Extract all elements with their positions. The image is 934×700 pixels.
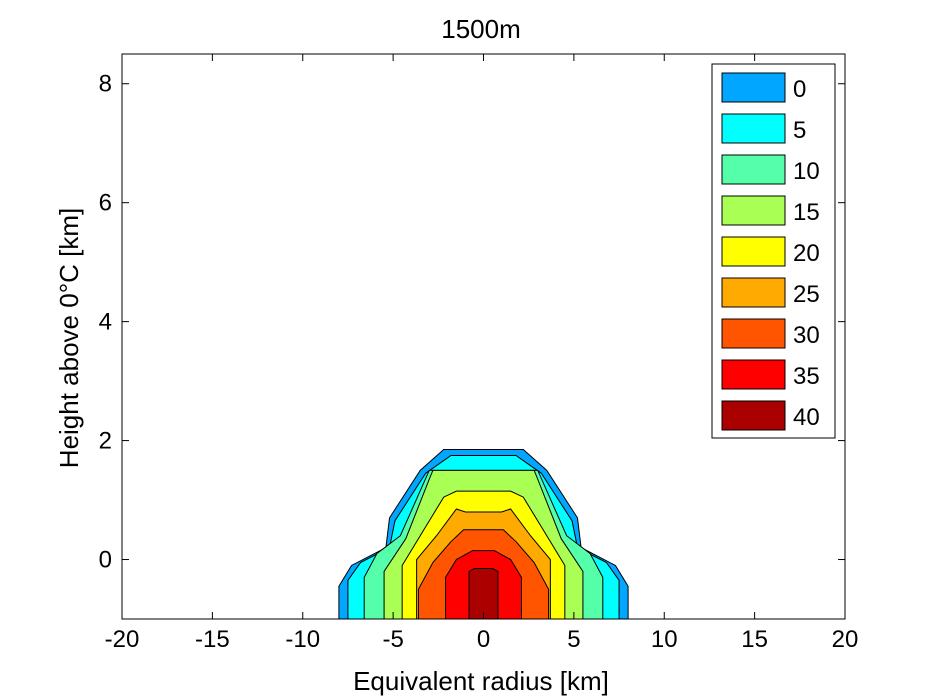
y-axis-label: Height above 0°C [km]: [54, 208, 84, 468]
legend-swatch-20: [721, 236, 786, 267]
legend-label-35: 35: [793, 363, 820, 390]
legend-label-20: 20: [793, 240, 820, 267]
x-tick-label: 15: [741, 626, 768, 653]
legend-label-0: 0: [793, 76, 806, 103]
legend-swatch-5: [721, 113, 786, 144]
contour-level-40: [468, 567, 499, 620]
y-axis: 0 2 4 6 8: [99, 71, 845, 574]
x-tick-label: 5: [567, 626, 580, 653]
x-tick-label: -20: [105, 626, 140, 653]
legend-swatch-15: [721, 195, 786, 226]
legend-label-15: 15: [793, 199, 820, 226]
legend-swatch-25: [721, 277, 786, 308]
chart-title: 1500m: [441, 14, 521, 44]
x-tick-label: 20: [832, 626, 859, 653]
y-tick-label: 4: [99, 309, 112, 336]
legend-label-25: 25: [793, 281, 820, 308]
legend-swatch-30: [721, 318, 786, 349]
contour-fills: [338, 449, 629, 620]
legend-label-5: 5: [793, 117, 806, 144]
legend-swatch-0: [721, 72, 786, 103]
legend-swatch-10: [721, 154, 786, 185]
y-tick-label: 8: [99, 71, 112, 98]
x-tick-label: 10: [651, 626, 678, 653]
legend-items: 0 5 10 15 20 25 30 35 40: [721, 72, 820, 431]
y-tick-label: 6: [99, 190, 112, 217]
y-tick-label: 0: [99, 547, 112, 574]
legend: 0 5 10 15 20 25 30 35 40: [711, 63, 836, 439]
legend-swatch-40: [721, 400, 786, 431]
x-tick-label: -15: [195, 626, 230, 653]
x-axis-label: Equivalent radius [km]: [353, 666, 609, 696]
legend-swatch-35: [721, 359, 786, 390]
x-tick-label: -10: [285, 626, 320, 653]
y-tick-label: 2: [99, 428, 112, 455]
legend-label-10: 10: [793, 158, 820, 185]
x-tick-label: -5: [382, 626, 403, 653]
x-tick-label: 0: [477, 626, 490, 653]
legend-label-40: 40: [793, 404, 820, 431]
x-axis: -20 -15 -10 -5 0 5 10 15 20: [105, 54, 859, 653]
legend-label-30: 30: [793, 322, 820, 349]
